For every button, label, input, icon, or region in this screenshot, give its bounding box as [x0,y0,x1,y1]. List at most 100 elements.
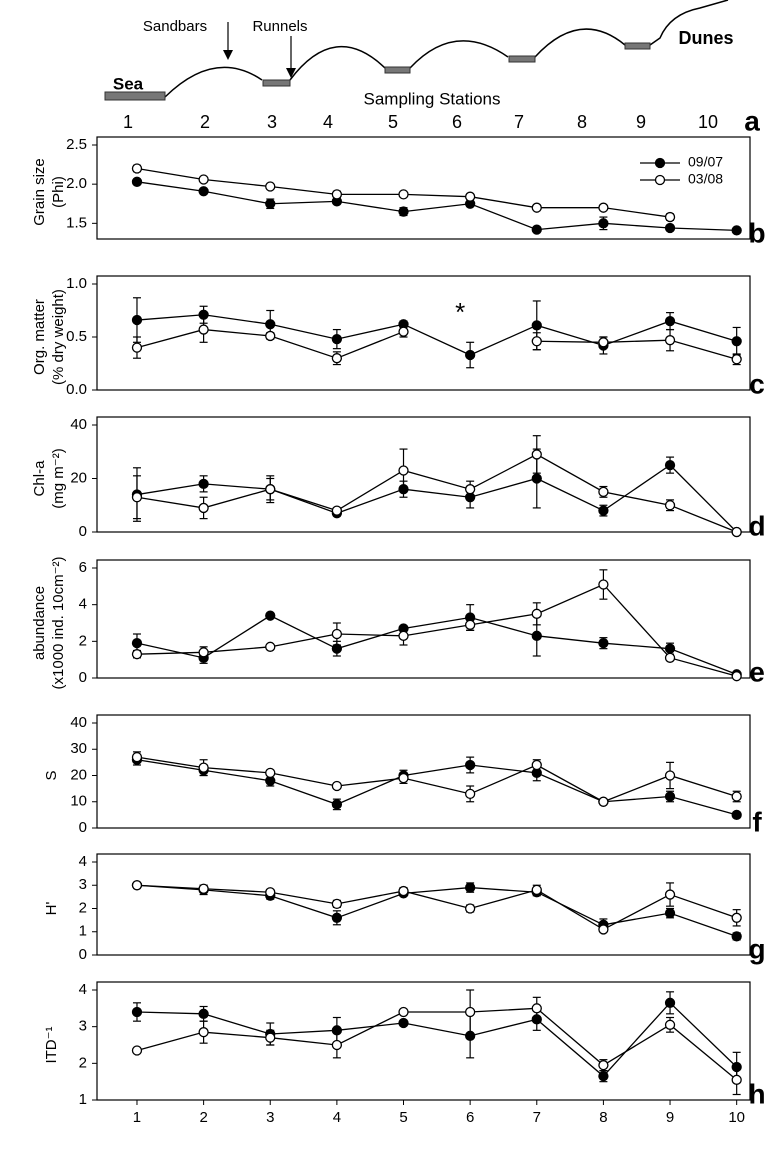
y-tick-label: 40 [70,714,87,731]
data-point [664,643,676,654]
data-point [131,1045,143,1056]
y-axis-label: (x1000 ind. 10cm⁻²) [50,557,67,690]
data-point [464,484,476,495]
data-point [531,608,542,619]
station-label: 1 [123,112,133,132]
y-tick-label: 20 [70,469,87,486]
y-axis-label: S [43,770,60,780]
data-point [598,218,609,229]
data-point [265,641,276,652]
data-point [198,186,209,197]
y-tick-label: 0 [79,946,87,963]
plot-frame [96,136,751,240]
data-point [398,189,409,200]
x-tick-label: 4 [333,1109,341,1126]
station-label: 2 [200,112,210,132]
data-point [464,788,476,800]
y-tick-label: 1.5 [66,214,87,231]
station-block [262,79,291,87]
y-tick-label: 40 [70,416,87,433]
data-point [265,887,276,898]
data-point [265,198,276,209]
x-tick-label: 6 [466,1109,474,1126]
x-tick-label: 5 [399,1109,407,1126]
sea-block [104,91,166,101]
y-axis-label: (% dry weight) [50,289,67,385]
data-point [731,931,742,942]
data-point [331,353,343,364]
station-block [508,55,536,63]
data-point [598,202,609,213]
station-block [624,42,651,50]
data-point [331,333,343,345]
axis-title: Sampling Stations [363,89,500,108]
data-point [265,330,276,342]
data-point [664,652,676,663]
data-point [464,349,476,361]
data-point [731,354,742,365]
x-tick-label: 1 [133,1109,141,1126]
data-point [598,1071,609,1082]
data-point [664,211,676,223]
data-point [531,473,542,484]
y-tick-label: 3 [79,1018,87,1035]
data-point [531,759,542,771]
data-point [598,638,609,649]
data-point [464,903,476,914]
data-point [131,638,143,649]
data-point [398,1006,409,1018]
y-tick-label: 0 [79,523,87,540]
data-point [664,908,676,919]
plot-frame [96,981,751,1101]
data-point [531,630,542,641]
panel: 0 10 20 30 40 Sf [43,714,762,837]
y-axis-label: Grain size [31,158,48,226]
panel-letter: c [749,368,765,399]
data-point [265,319,276,330]
data-point [331,780,343,792]
station-block [384,66,411,74]
data-point [531,224,542,235]
data-point [464,1006,476,1018]
data-point [331,898,343,909]
data-point [731,336,742,347]
x-tick-label: 3 [266,1109,274,1126]
y-tick-label: 30 [70,740,87,757]
series-line [136,181,737,232]
series-line [136,314,737,356]
series-line [136,583,737,677]
arrow-head [223,50,233,60]
data-point [731,671,742,682]
data-point [598,796,609,807]
data-point [664,1019,676,1030]
data-point [664,791,676,802]
data-point [198,647,209,658]
data-point [398,206,409,217]
data-point [464,882,476,893]
station-label: 6 [452,112,462,132]
plot-frame [96,714,751,829]
y-axis-label: (mg m⁻²) [50,448,67,508]
y-tick-label: 0 [79,819,87,836]
data-point [198,762,209,773]
data-point [664,222,676,234]
data-point [131,342,143,353]
station-label: 3 [267,112,277,132]
station-label: 8 [577,112,587,132]
y-tick-label: 2 [79,899,87,916]
y-tick-label: 0 [79,669,87,686]
data-point [664,335,676,346]
y-tick-label: 2 [79,632,87,649]
series-line [136,614,737,675]
data-point [598,505,609,516]
panel: 0 1 2 3 4 H' g [43,853,766,964]
y-tick-label: 4 [79,981,87,998]
y-axis-label: ITD⁻¹ [43,1026,60,1063]
y-tick-label: 3 [79,876,87,893]
x-tick-label: 9 [666,1109,674,1126]
data-point [198,1027,209,1038]
data-point [265,484,276,495]
data-point [731,791,742,802]
station-label: 10 [698,112,718,132]
